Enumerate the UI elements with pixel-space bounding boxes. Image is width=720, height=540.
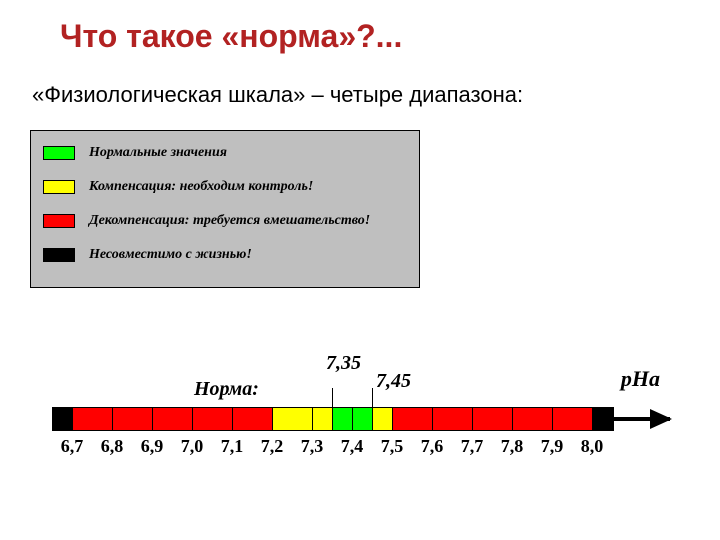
label-pha: pHa	[621, 366, 660, 392]
tick-label: 7,1	[221, 436, 244, 457]
legend-swatch	[43, 214, 75, 228]
scale-bar-wrap	[50, 406, 670, 432]
scale-segment	[233, 408, 273, 430]
tick-label: 7,8	[501, 436, 524, 457]
label-7-35: 7,35	[326, 352, 361, 375]
scale-segment	[433, 408, 473, 430]
tick-label: 8,0	[581, 436, 604, 457]
scale-segment	[333, 408, 353, 430]
legend-swatch	[43, 146, 75, 160]
tick-label: 7,2	[261, 436, 284, 457]
legend-row: Декомпенсация: требуется вмешательство!	[43, 213, 407, 229]
legend-row: Нормальные значения	[43, 145, 407, 161]
tick-label: 7,6	[421, 436, 444, 457]
scale-segment	[373, 408, 393, 430]
tick-label: 6,9	[141, 436, 164, 457]
tick-label: 7,7	[461, 436, 484, 457]
tick-label: 7,9	[541, 436, 564, 457]
scale-segment	[513, 408, 553, 430]
scale-segment	[193, 408, 233, 430]
scale-segment	[393, 408, 433, 430]
scale-segment	[313, 408, 333, 430]
legend-row: Компенсация: необходим контроль!	[43, 179, 407, 195]
tick-label: 7,5	[381, 436, 404, 457]
legend-swatch	[43, 180, 75, 194]
scale-segment	[553, 408, 593, 430]
scale-segment	[593, 408, 613, 430]
tick-label: 6,8	[101, 436, 124, 457]
tick-7-35	[332, 388, 333, 424]
scale-tick-labels: 6,7 6,8 6,9 7,0 7,1 7,2 7,3 7,4 7,5 7,6 7,7 7,8 7,9 8…	[50, 436, 670, 464]
tick-label: 7,0	[181, 436, 204, 457]
scale-segment	[153, 408, 193, 430]
scale-segment	[53, 408, 73, 430]
tick-label: 7,4	[341, 436, 364, 457]
legend-label: Нормальные значения	[89, 145, 227, 161]
tick-7-45	[372, 388, 373, 424]
scale-top-labels: Норма: 7,35 7,45 pHa	[50, 350, 670, 406]
legend-label: Декомпенсация: требуется вмешательство!	[89, 213, 370, 229]
scale-segment	[113, 408, 153, 430]
legend-swatch	[43, 248, 75, 262]
legend-box: Нормальные значения Компенсация: необходи…	[30, 130, 420, 288]
scale-segment	[473, 408, 513, 430]
legend-label: Компенсация: необходим контроль!	[89, 179, 313, 195]
slide-title: Что такое «норма»?...	[60, 18, 402, 55]
scale-segment	[73, 408, 113, 430]
tick-label: 6,7	[61, 436, 84, 457]
legend-row: Несовместимо с жизнью!	[43, 247, 407, 263]
ph-scale: Норма: 7,35 7,45 pHa 6,7 6,8 6,9 7,0 7,1 7,2 7…	[50, 350, 670, 464]
slide-subtitle: «Физиологическая шкала» – четыре диапазо…	[32, 82, 523, 108]
scale-segment	[273, 408, 313, 430]
label-norma: Норма:	[194, 378, 259, 401]
scale-bar	[52, 407, 614, 431]
legend-label: Несовместимо с жизнью!	[89, 247, 252, 263]
arrow-icon	[613, 417, 670, 421]
scale-segment	[353, 408, 373, 430]
tick-label: 7,3	[301, 436, 324, 457]
label-7-45: 7,45	[376, 370, 411, 393]
